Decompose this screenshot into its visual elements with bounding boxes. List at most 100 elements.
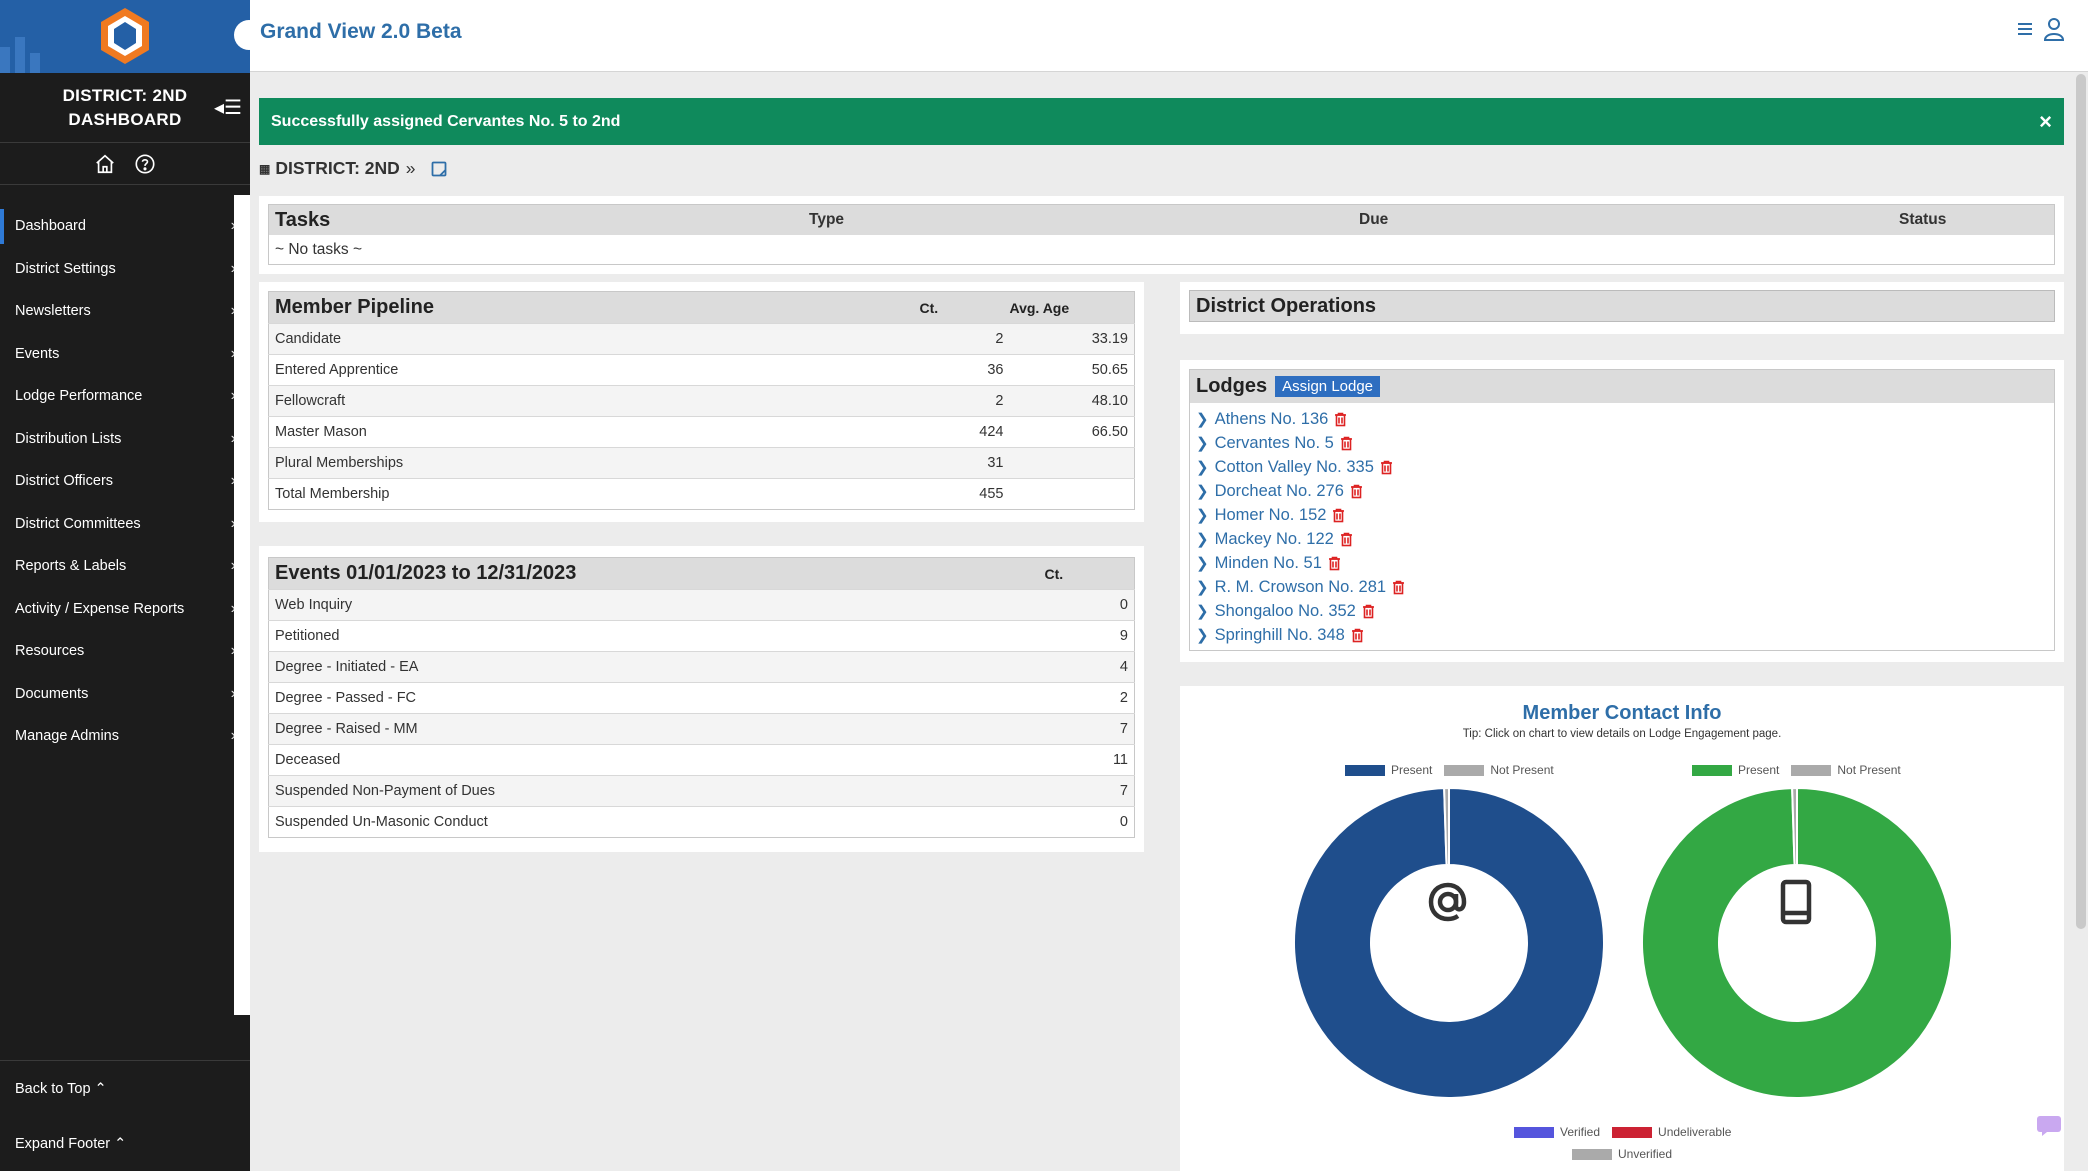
chevron-up-icon: ⌃ — [114, 1135, 127, 1152]
legend-swatch-undeliverable — [1612, 1126, 1653, 1138]
list-item[interactable]: ❯ Springhill No. 348 — [1190, 623, 2054, 647]
page-scrollbar[interactable] — [2076, 74, 2086, 929]
legend-label-undeliverable[interactable]: Undeliverable — [1658, 1125, 1732, 1139]
trash-icon[interactable] — [1328, 556, 1341, 571]
legend-label-unverified[interactable]: Unverified — [1618, 1147, 1673, 1161]
home-icon[interactable] — [94, 153, 116, 175]
trash-icon[interactable] — [1362, 604, 1375, 619]
contact-tip: Tip: Click on chart to view details on L… — [1462, 728, 1782, 740]
chevron-right-icon: › — [231, 345, 236, 363]
event-ct: 0 — [1044, 806, 1135, 838]
legend-label-present[interactable]: Present — [1391, 763, 1433, 777]
sidebar-item-manage-admins[interactable]: Manage Admins › — [0, 715, 250, 758]
sidebar-item-newsletters[interactable]: Newsletters › — [0, 290, 250, 333]
sidebar-item-district-settings[interactable]: District Settings › — [0, 248, 250, 291]
pipeline-ct: 36 — [919, 354, 1010, 386]
chevron-right-icon: › — [231, 515, 236, 533]
donut-slice-not-present[interactable] — [1791, 786, 1798, 867]
help-icon[interactable] — [134, 153, 156, 175]
district-operations-panel: District Operations — [1180, 282, 2064, 334]
lodge-name[interactable]: Cotton Valley No. 335 — [1214, 457, 1374, 476]
chat-widget-icon[interactable] — [2036, 1115, 2062, 1137]
legend-label-verified[interactable]: Verified — [1560, 1125, 1601, 1139]
legend-swatch-present — [1692, 764, 1732, 776]
event-label: Suspended Non-Payment of Dues — [268, 775, 1045, 807]
sidebar-item-label: District Committees — [15, 515, 141, 532]
table-row: Candidate 2 33.19 — [268, 323, 1135, 355]
lodge-name[interactable]: Cervantes No. 5 — [1214, 433, 1334, 452]
trash-icon[interactable] — [1380, 460, 1393, 475]
trash-icon[interactable] — [1392, 580, 1405, 595]
sidebar-item-resources[interactable]: Resources › — [0, 630, 250, 673]
collapse-sidebar-icon[interactable]: ◂☰ — [214, 95, 242, 119]
app-title[interactable]: Grand View 2.0 Beta — [260, 20, 462, 43]
sidebar-item-distribution-lists[interactable]: Distribution Lists › — [0, 418, 250, 461]
notes-icon[interactable] — [430, 160, 448, 178]
chevron-up-icon: ⌃ — [94, 1080, 107, 1097]
lodge-name[interactable]: Athens No. 136 — [1214, 409, 1329, 428]
assign-lodge-button[interactable]: Assign Lodge — [1275, 376, 1381, 397]
list-item[interactable]: ❯ Minden No. 51 — [1190, 551, 2054, 575]
list-item[interactable]: ❯ Cotton Valley No. 335 — [1190, 455, 2054, 479]
phone-contact-donut-chart[interactable] — [1640, 786, 1954, 1100]
sidebar-item-district-committees[interactable]: District Committees › — [0, 503, 250, 546]
lodges-box: Lodges Assign Lodge ❯ Athens No. 136 ❯ Cer… — [1189, 369, 2055, 651]
trash-icon[interactable] — [1350, 484, 1363, 499]
chevron-right-icon: › — [231, 600, 236, 618]
donut-slice-not-present[interactable] — [1443, 786, 1450, 867]
chevron-right-icon: › — [231, 430, 236, 448]
list-item[interactable]: ❯ Mackey No. 122 — [1190, 527, 2054, 551]
chevron-right-icon: › — [231, 557, 236, 575]
donut-slice-present[interactable] — [1641, 786, 1953, 1099]
lodge-name[interactable]: Springhill No. 348 — [1214, 625, 1345, 644]
lodge-name[interactable]: Shongaloo No. 352 — [1214, 601, 1356, 620]
tasks-title: Tasks — [275, 208, 331, 231]
pipeline-label: Master Mason — [268, 416, 920, 448]
chevron-right-icon: › — [231, 387, 236, 405]
success-alert: Successfully assigned Cervantes No. 5 to… — [259, 98, 2064, 145]
tasks-col-type: Type — [809, 211, 845, 228]
logo-hexagon-icon[interactable] — [98, 6, 152, 66]
user-icon[interactable] — [2042, 16, 2066, 42]
lodge-name[interactable]: Dorcheat No. 276 — [1214, 481, 1344, 500]
sidebar-item-dashboard[interactable]: Dashboard › — [0, 205, 250, 248]
sidebar-item-district-officers[interactable]: District Officers › — [0, 460, 250, 503]
trash-icon[interactable] — [1340, 532, 1353, 547]
close-icon[interactable]: × — [2039, 108, 2052, 134]
email-contact-donut-chart[interactable] — [1292, 786, 1606, 1100]
list-item[interactable]: ❯ Homer No. 152 — [1190, 503, 2054, 527]
event-label: Web Inquiry — [268, 589, 1045, 621]
list-item[interactable]: ❯ Dorcheat No. 276 — [1190, 479, 2054, 503]
list-item[interactable]: ❯ Athens No. 136 — [1190, 407, 2054, 431]
list-item[interactable]: ❯ R. M. Crowson No. 281 — [1190, 575, 2054, 599]
sidebar-item-activity-expense-reports[interactable]: Activity / Expense Reports › — [0, 588, 250, 631]
menu-icon[interactable] — [2016, 21, 2034, 37]
trash-icon[interactable] — [1334, 412, 1347, 427]
donut-slice-present[interactable] — [1293, 786, 1605, 1099]
lodge-name[interactable]: Minden No. 51 — [1214, 553, 1322, 572]
back-to-top-link[interactable]: Back to Top ⌃ — [0, 1061, 250, 1116]
chevron-right-icon: ❯ — [1196, 435, 1209, 452]
breadcrumb-label[interactable]: DISTRICT: 2ND — [275, 158, 400, 178]
pipeline-label: Entered Apprentice — [268, 354, 920, 386]
sidebar-item-label: District Officers — [15, 473, 114, 490]
list-item[interactable]: ❯ Cervantes No. 5 — [1190, 431, 2054, 455]
lodge-name[interactable]: R. M. Crowson No. 281 — [1214, 577, 1387, 596]
back-to-top-label: Back to Top — [15, 1080, 91, 1097]
legend-label-present[interactable]: Present — [1738, 763, 1780, 777]
expand-footer-link[interactable]: Expand Footer ⌃ — [0, 1116, 250, 1171]
trash-icon[interactable] — [1351, 628, 1364, 643]
sidebar-item-documents[interactable]: Documents › — [0, 673, 250, 716]
lodge-name[interactable]: Homer No. 152 — [1214, 505, 1327, 524]
lodge-name[interactable]: Mackey No. 122 — [1214, 529, 1334, 548]
pipeline-label: Plural Memberships — [268, 447, 920, 479]
legend-label-not-present[interactable]: Not Present — [1490, 763, 1554, 777]
sidebar-item-reports-labels[interactable]: Reports & Labels › — [0, 545, 250, 588]
chevron-right-icon: › — [231, 472, 236, 490]
trash-icon[interactable] — [1332, 508, 1345, 523]
sidebar-item-lodge-performance[interactable]: Lodge Performance › — [0, 375, 250, 418]
trash-icon[interactable] — [1340, 436, 1353, 451]
sidebar-item-events[interactable]: Events › — [0, 333, 250, 376]
legend-label-not-present[interactable]: Not Present — [1837, 763, 1901, 777]
list-item[interactable]: ❯ Shongaloo No. 352 — [1190, 599, 2054, 623]
